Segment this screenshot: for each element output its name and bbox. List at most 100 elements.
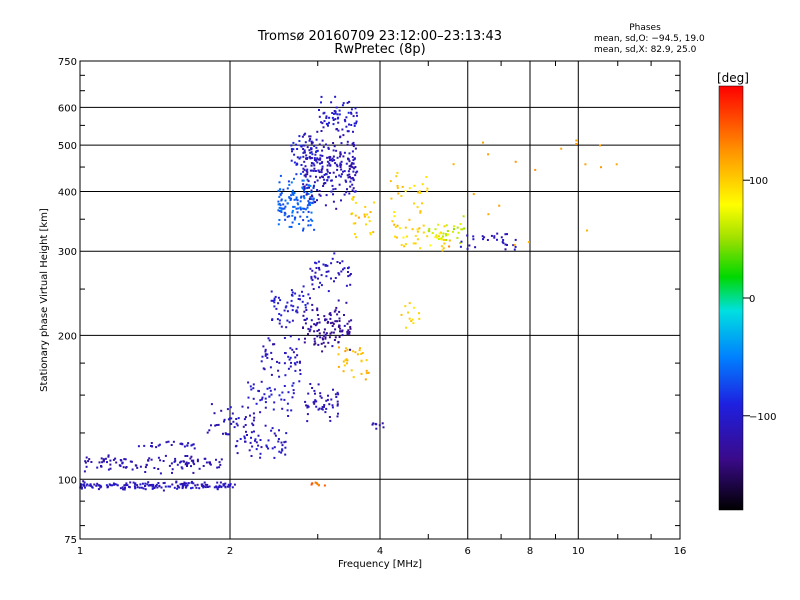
echo-point — [403, 245, 406, 248]
echo-point — [79, 483, 82, 486]
echo-point — [191, 443, 194, 446]
echo-point — [299, 200, 302, 203]
echo-point — [325, 407, 328, 410]
echo-point — [271, 318, 274, 321]
echo-point — [346, 174, 349, 177]
echo-point — [332, 388, 334, 391]
echo-point — [453, 228, 455, 231]
echo-point — [311, 283, 314, 286]
echo-point — [373, 201, 375, 204]
echo-point — [347, 275, 350, 278]
echo-point — [304, 306, 307, 309]
echo-point — [307, 210, 310, 213]
echo-point — [354, 201, 357, 204]
echo-point — [446, 230, 449, 232]
echo-point — [249, 385, 252, 388]
echo-point — [306, 420, 309, 423]
echo-point — [260, 446, 263, 449]
echo-point — [482, 238, 484, 241]
echo-point — [309, 201, 312, 204]
echo-point — [324, 182, 327, 185]
echo-point — [306, 173, 309, 176]
echo-point — [347, 271, 349, 273]
echo-point — [321, 406, 324, 408]
echo-point — [400, 313, 403, 316]
echo-point — [317, 169, 320, 172]
echo-point — [335, 175, 337, 178]
echo-point — [171, 483, 174, 486]
echo-point — [512, 244, 515, 247]
echo-point — [514, 238, 517, 241]
echo-point — [330, 179, 333, 182]
echo-point — [225, 433, 228, 436]
echo-point — [298, 380, 301, 383]
echo-point — [353, 122, 356, 125]
echo-point — [292, 148, 295, 151]
echo-point — [93, 483, 96, 486]
echo-point — [337, 129, 340, 132]
echo-point — [111, 484, 113, 487]
echo-point — [277, 200, 280, 203]
echo-point — [326, 156, 329, 159]
echo-point — [307, 186, 310, 189]
echo-point — [309, 184, 312, 187]
echo-point — [170, 444, 173, 446]
echo-point — [250, 455, 253, 457]
echo-point — [313, 201, 315, 204]
echo-point — [332, 149, 335, 152]
echo-point — [336, 261, 339, 263]
echo-point — [279, 299, 282, 302]
echo-point — [269, 389, 272, 392]
echo-point — [342, 102, 345, 105]
echo-point — [339, 330, 341, 333]
echo-point — [360, 353, 363, 355]
echo-point — [439, 237, 442, 240]
echo-point — [336, 403, 339, 406]
echo-point — [311, 303, 314, 306]
echo-point — [203, 481, 206, 484]
echo-point — [229, 417, 231, 420]
echo-point — [336, 400, 339, 403]
echo-point — [86, 483, 89, 486]
chart-subtitle: RwPretec (8p) — [334, 42, 425, 57]
echo-point — [506, 233, 508, 236]
echo-point — [118, 464, 121, 467]
echo-point — [311, 482, 314, 485]
echo-point — [342, 134, 345, 137]
echo-point — [313, 400, 316, 403]
echo-point — [251, 445, 254, 448]
echo-point — [487, 213, 490, 216]
echo-point — [348, 176, 351, 178]
echo-point — [298, 140, 301, 142]
echo-point — [107, 454, 110, 457]
echo-point — [191, 486, 194, 489]
echo-point — [348, 152, 351, 155]
echo-point — [348, 192, 351, 195]
echo-point — [281, 407, 284, 410]
echo-point — [109, 459, 112, 462]
echo-point — [339, 166, 342, 168]
echo-point — [271, 427, 274, 430]
echo-point — [130, 460, 133, 463]
echo-point — [150, 458, 153, 461]
echo-point — [309, 204, 311, 206]
echo-point — [302, 195, 305, 198]
echo-point — [318, 266, 320, 269]
echo-point — [280, 209, 283, 212]
echo-point — [290, 194, 293, 197]
echo-point — [336, 320, 338, 323]
echo-point — [327, 394, 329, 397]
echo-point — [303, 174, 306, 177]
echo-point — [286, 215, 289, 218]
echo-point — [422, 224, 425, 227]
echo-point — [323, 328, 326, 331]
echo-point — [128, 485, 130, 488]
echo-point — [293, 205, 296, 208]
echo-point — [324, 204, 327, 207]
echo-point — [299, 369, 302, 372]
echo-point — [231, 486, 234, 489]
echo-point — [307, 293, 310, 296]
echo-point — [332, 331, 335, 334]
echo-point — [354, 166, 357, 168]
echo-point — [310, 198, 313, 201]
